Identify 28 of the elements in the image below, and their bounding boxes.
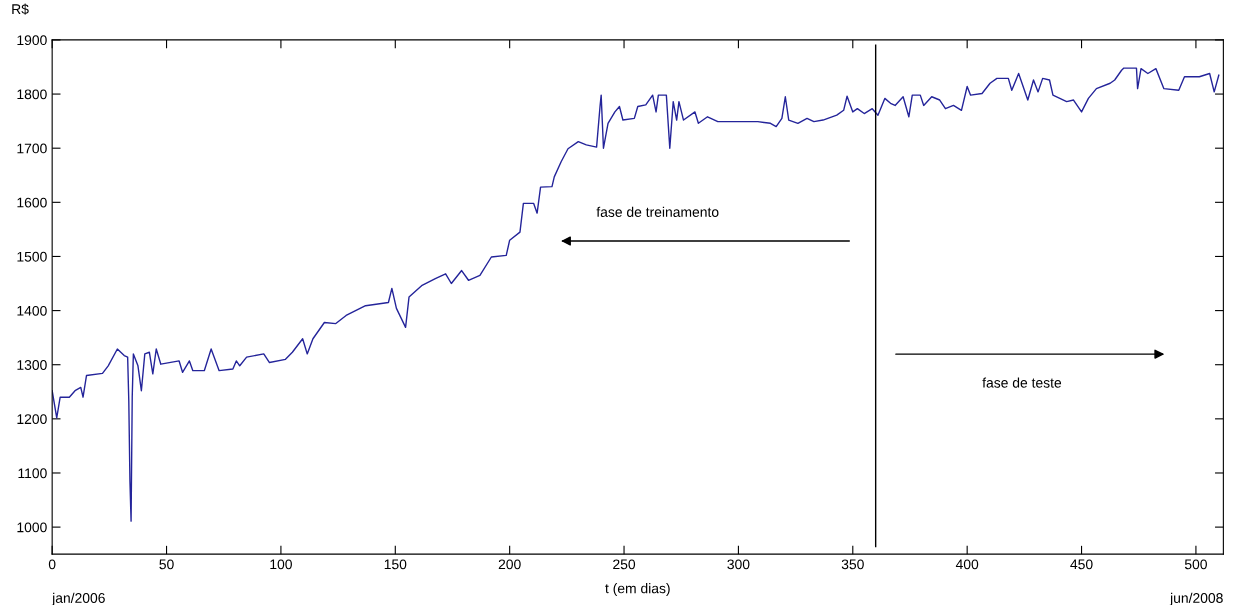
x-tick-label: 500: [1184, 559, 1207, 570]
y-tick-label: 1300: [17, 360, 47, 370]
y-tick-label: 1400: [17, 305, 47, 316]
y-tick-label: 1200: [17, 414, 47, 425]
x-tick-label: 100: [270, 559, 292, 570]
x-tick-label: 150: [384, 559, 407, 570]
y-axis-title: R$: [12, 3, 29, 15]
y-tick-label: 1800: [17, 89, 47, 100]
y-tick-label: 1500: [17, 251, 47, 262]
y-tick-label: 1000: [17, 522, 47, 533]
x-tick-label: 50: [159, 559, 174, 570]
y-tick-label: 1900: [17, 35, 47, 46]
x-tick-label: 0: [48, 559, 56, 570]
x-tick-label: 350: [841, 559, 864, 570]
x-tick-label: 450: [1070, 559, 1093, 570]
annotation: fase de treinamento: [596, 206, 719, 217]
x-axis-title: t (em dias): [605, 583, 670, 597]
y-tick-label: 1100: [18, 468, 47, 479]
x-tick-label: 250: [613, 559, 636, 570]
x-tick-label: 200: [498, 559, 521, 570]
text: jan/2006: [51, 592, 105, 605]
x-tick-label: 400: [955, 559, 979, 570]
y-tick-label: 1700: [17, 143, 47, 154]
x-tick-label: 300: [727, 559, 750, 570]
line-series: [52, 67, 1220, 522]
y-tick-label: 1600: [17, 197, 47, 208]
text: jun/2008: [1169, 592, 1223, 605]
annotation: fase de teste: [982, 377, 1062, 388]
